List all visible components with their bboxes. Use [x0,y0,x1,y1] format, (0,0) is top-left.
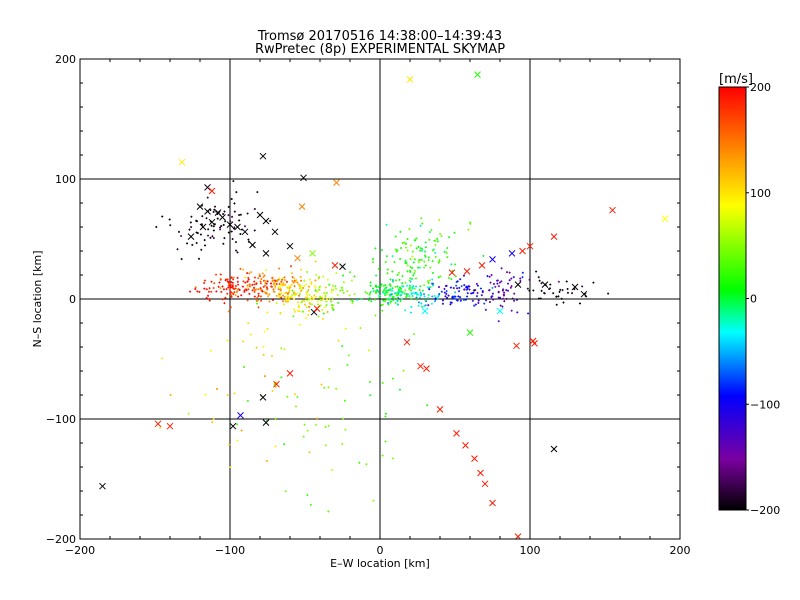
cross-marker [489,256,496,263]
colorbar-tick-label: −200 [750,504,780,517]
cross-marker [286,242,294,250]
cross-marker [262,250,270,257]
cross-marker [300,174,307,182]
grid-lines [80,59,680,539]
colorbar [718,86,747,511]
colorbar-tick-label: −100 [750,398,780,411]
cross-marker [580,290,588,298]
cross-marker [241,228,249,236]
cross-marker [204,208,211,215]
cross-marker [208,187,216,195]
colorbar-tick-label: 0 [750,293,757,306]
cross-marker [339,263,346,270]
cross-marker [226,221,234,228]
cross-marker [489,499,496,507]
cross-marker [609,206,616,214]
cross-marker [259,152,267,160]
chart-title: Tromsø 20170516 14:38:00–14:39:43 [257,29,502,44]
cross-marker [550,445,558,453]
cross-marker [436,406,444,413]
y-tick-label: 200 [55,53,76,66]
cross-marker [237,412,244,419]
cross-marker [477,469,484,477]
cross-marker [331,262,339,269]
cross-marker [466,329,474,336]
cross-marker [259,394,267,401]
cross-marker [208,218,216,226]
colorbar-label: [m/s] [719,72,753,87]
x-axis-label: E–W location [km] [330,557,430,570]
cross-marker [417,362,424,370]
cross-markers [99,71,669,539]
cross-marker [249,241,256,249]
cross-marker [514,281,522,288]
cross-marker [471,455,478,462]
y-tick-label: 100 [55,173,76,186]
x-tick-label: −200 [65,544,95,557]
cross-marker [219,214,226,221]
colorbar-ticks: 200 100 0 −100 −200 [746,81,780,517]
cross-marker [406,76,414,83]
cross-marker [313,305,321,312]
cross-marker [661,215,669,222]
x-tick-label: 200 [670,544,691,557]
cross-marker [196,203,204,210]
cross-marker [187,233,195,240]
y-tick-label: −100 [46,413,76,426]
cross-marker [421,307,429,315]
colorbar-tick-label: 200 [750,81,771,94]
cross-marker [453,430,460,437]
cross-marker [199,223,207,231]
colorbar-tick-label: 100 [750,187,771,200]
cross-marker [403,338,411,346]
cross-marker [273,380,280,388]
cross-marker [262,419,270,426]
cross-marker [178,158,186,166]
cross-marker [526,242,534,250]
cross-marker [154,420,162,428]
x-tick-labels: −200 −100 0 100 200 [65,544,691,557]
cross-marker [481,480,489,488]
cross-marker [508,250,516,257]
axis-ticks [79,58,681,540]
cross-marker [462,442,469,449]
cross-marker [531,340,538,347]
x-tick-label: 100 [520,544,541,557]
x-tick-label: −100 [215,544,245,557]
chart-subtitle: RwPretec (8p) EXPERIMENTAL SKYMAP [255,42,505,57]
cross-marker [496,307,504,315]
cross-marker [513,342,520,350]
cross-marker [478,262,486,269]
cross-marker [99,482,106,490]
cross-marker [204,184,211,191]
cross-marker [234,223,241,231]
cross-marker [448,269,456,276]
y-tick-labels: −200 −100 0 100 200 [46,53,76,546]
cross-marker [286,370,294,377]
cross-marker [294,254,301,262]
cross-marker [541,281,549,288]
cross-marker [271,228,279,236]
cross-marker [474,71,481,78]
cross-marker [309,250,316,257]
y-tick-label: 0 [69,293,76,306]
x-tick-label: 0 [377,544,384,557]
cross-marker [423,365,430,372]
cross-marker [571,283,579,291]
cross-marker [256,211,264,219]
data-points [155,180,610,513]
y-tick-label: −200 [46,533,76,546]
cross-marker [166,422,174,430]
cross-marker [262,217,270,225]
cross-marker [550,233,558,240]
cross-marker [463,268,471,275]
y-axis-label: N–S location [km] [31,250,44,347]
cross-marker [229,422,237,430]
cross-marker [298,203,306,210]
cross-marker [333,179,340,186]
cross-marker [519,247,526,255]
